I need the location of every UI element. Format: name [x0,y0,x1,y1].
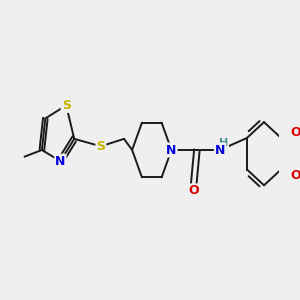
Text: H: H [219,138,228,148]
Text: N: N [55,154,66,168]
Text: N: N [215,143,225,157]
Text: O: O [291,126,300,139]
Text: O: O [291,169,300,182]
Text: O: O [188,184,199,197]
Text: S: S [62,99,71,112]
Text: S: S [96,140,105,153]
Text: N: N [166,143,177,157]
